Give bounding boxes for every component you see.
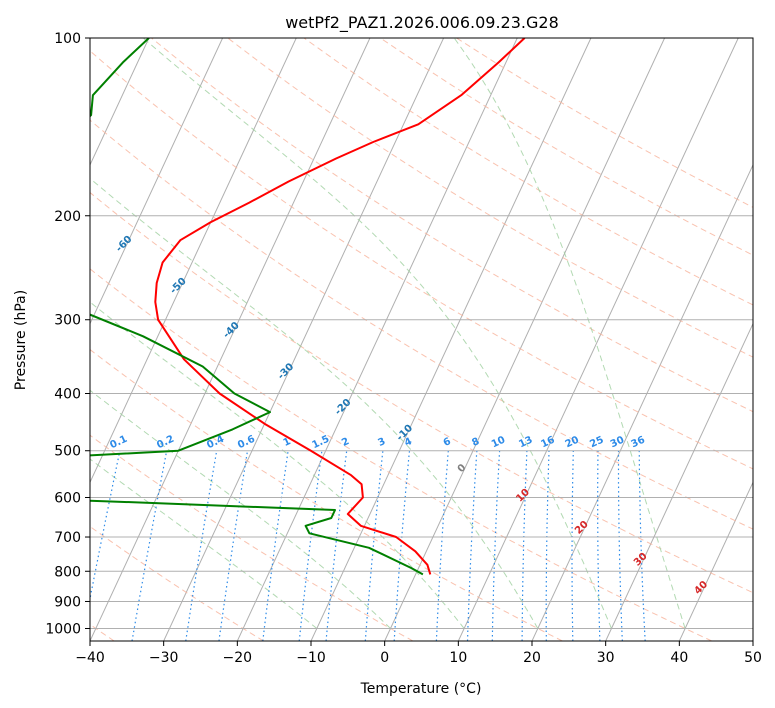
dry-adiabat [151,38,753,413]
y-tick-label: 800 [54,564,81,580]
mixing-ratio-label: 20 [564,435,581,451]
mixing-ratio-label: 13 [517,435,534,451]
in-plot-labels: 0.10.20.40.611.52346810131620253036-100-… [4,154,710,597]
mixing-ratio-label: 10 [490,435,507,451]
isotherm-label: -80 [4,154,25,175]
mixing-ratio-line [597,450,601,641]
moist-adiabat [142,38,612,629]
mixing-ratio-line [617,450,623,641]
dry-adiabat [303,38,753,306]
x-tick-label: 30 [597,650,615,666]
x-tick-label: 50 [744,650,762,666]
isotherm-line [457,38,739,641]
x-tick-label: 0 [380,650,389,666]
y-tick-label: 500 [54,444,81,460]
isotherm-line [236,38,518,641]
mixing-ratio-line [90,450,121,602]
y-tick-label: 400 [54,387,81,403]
isotherm-line [678,481,753,641]
dry-adiabat [90,119,753,530]
plot-frame [89,37,754,642]
y-tick-label: 700 [54,530,81,546]
chart-title: wetPf2_PAZ1.2026.006.09.23.G28 [285,13,559,33]
mixing-ratio-line [262,450,289,641]
y-tick-label: 900 [54,594,81,610]
isotherm-line [0,38,75,641]
sounding-lines [90,38,526,576]
isotherm-line [531,163,753,641]
y-axis-label: Pressure (hPa) [13,290,29,390]
mixing-ratio-line [393,450,411,641]
mixing-ratio-line [298,450,323,641]
x-tick-label: −30 [149,650,179,666]
isotherm-line [384,38,666,641]
mixing-ratio-line [185,450,218,641]
mixing-ratio-label: 16 [539,435,556,451]
moist-adiabat [90,301,465,629]
mixing-ratio-line [521,450,528,641]
mixing-ratio-line [435,450,449,641]
mixing-ratio-label: 25 [588,435,605,451]
x-tick-label: −40 [75,650,105,666]
y-tick-label: 1000 [45,621,81,637]
mixing-ratio-label: 8 [470,436,481,449]
mixing-ratio-label: 4 [403,436,414,449]
mixing-ratio-label: 36 [630,435,647,451]
mixing-ratio-line [364,450,384,641]
mixing-ratio-line [491,450,501,641]
moist-adiabat [90,177,539,629]
mixing-ratio-label: 2 [340,436,351,449]
mixing-ratio-line [218,450,249,641]
moist-adiabat [90,458,318,629]
plot-background [90,38,753,641]
x-tick-label: 40 [670,650,688,666]
pressure-gridlines [90,38,753,629]
temperature-line [154,38,526,575]
mixing-ratio-line [325,450,348,641]
mixing-ratio-label: 1 [282,436,293,449]
isotherm-line [90,38,297,484]
dry-adiabat [90,434,414,641]
isotherm-line [752,639,753,641]
mixing-ratio-line [638,450,646,641]
isotherm-line [90,38,150,167]
isotherm-line [90,38,224,325]
isotherm-line [163,38,445,641]
mixing-ratio-label: 30 [609,435,626,451]
dewpoint-line [90,38,424,576]
x-tick-label: −10 [296,650,326,666]
y-tick-label: 600 [54,490,81,506]
mixing-ratio-label: 3 [376,436,387,449]
x-tick-label: 20 [523,650,541,666]
moist-adiabat [453,38,686,629]
isotherm-line [310,38,592,641]
background-lines [0,38,753,641]
y-tick-label: 200 [54,209,81,225]
mixing-ratio-line [545,450,550,641]
moist-adiabat [90,389,391,629]
y-tick-label: 100 [54,31,81,47]
x-tick-label: 10 [449,650,467,666]
isotherm-line [0,38,2,641]
mixing-ratio-line [571,450,574,641]
mixing-ratio-label: 6 [442,436,453,449]
isotherm-line [605,322,753,641]
isotherm-line [90,38,371,641]
x-axis-ticks: −40 −30 −20 −10 0 10 20 30 40 50 [75,641,762,666]
x-tick-label: −20 [223,650,253,666]
mixing-ratio-line [131,450,168,641]
y-axis-ticks: 100 200 300 400 500 600 700 800 900 1000 [45,31,90,637]
dry-adiabat [90,348,563,641]
mixing-ratio-line [466,450,478,641]
x-axis-label: Temperature (°C) [360,681,482,697]
y-tick-label: 300 [54,313,81,329]
